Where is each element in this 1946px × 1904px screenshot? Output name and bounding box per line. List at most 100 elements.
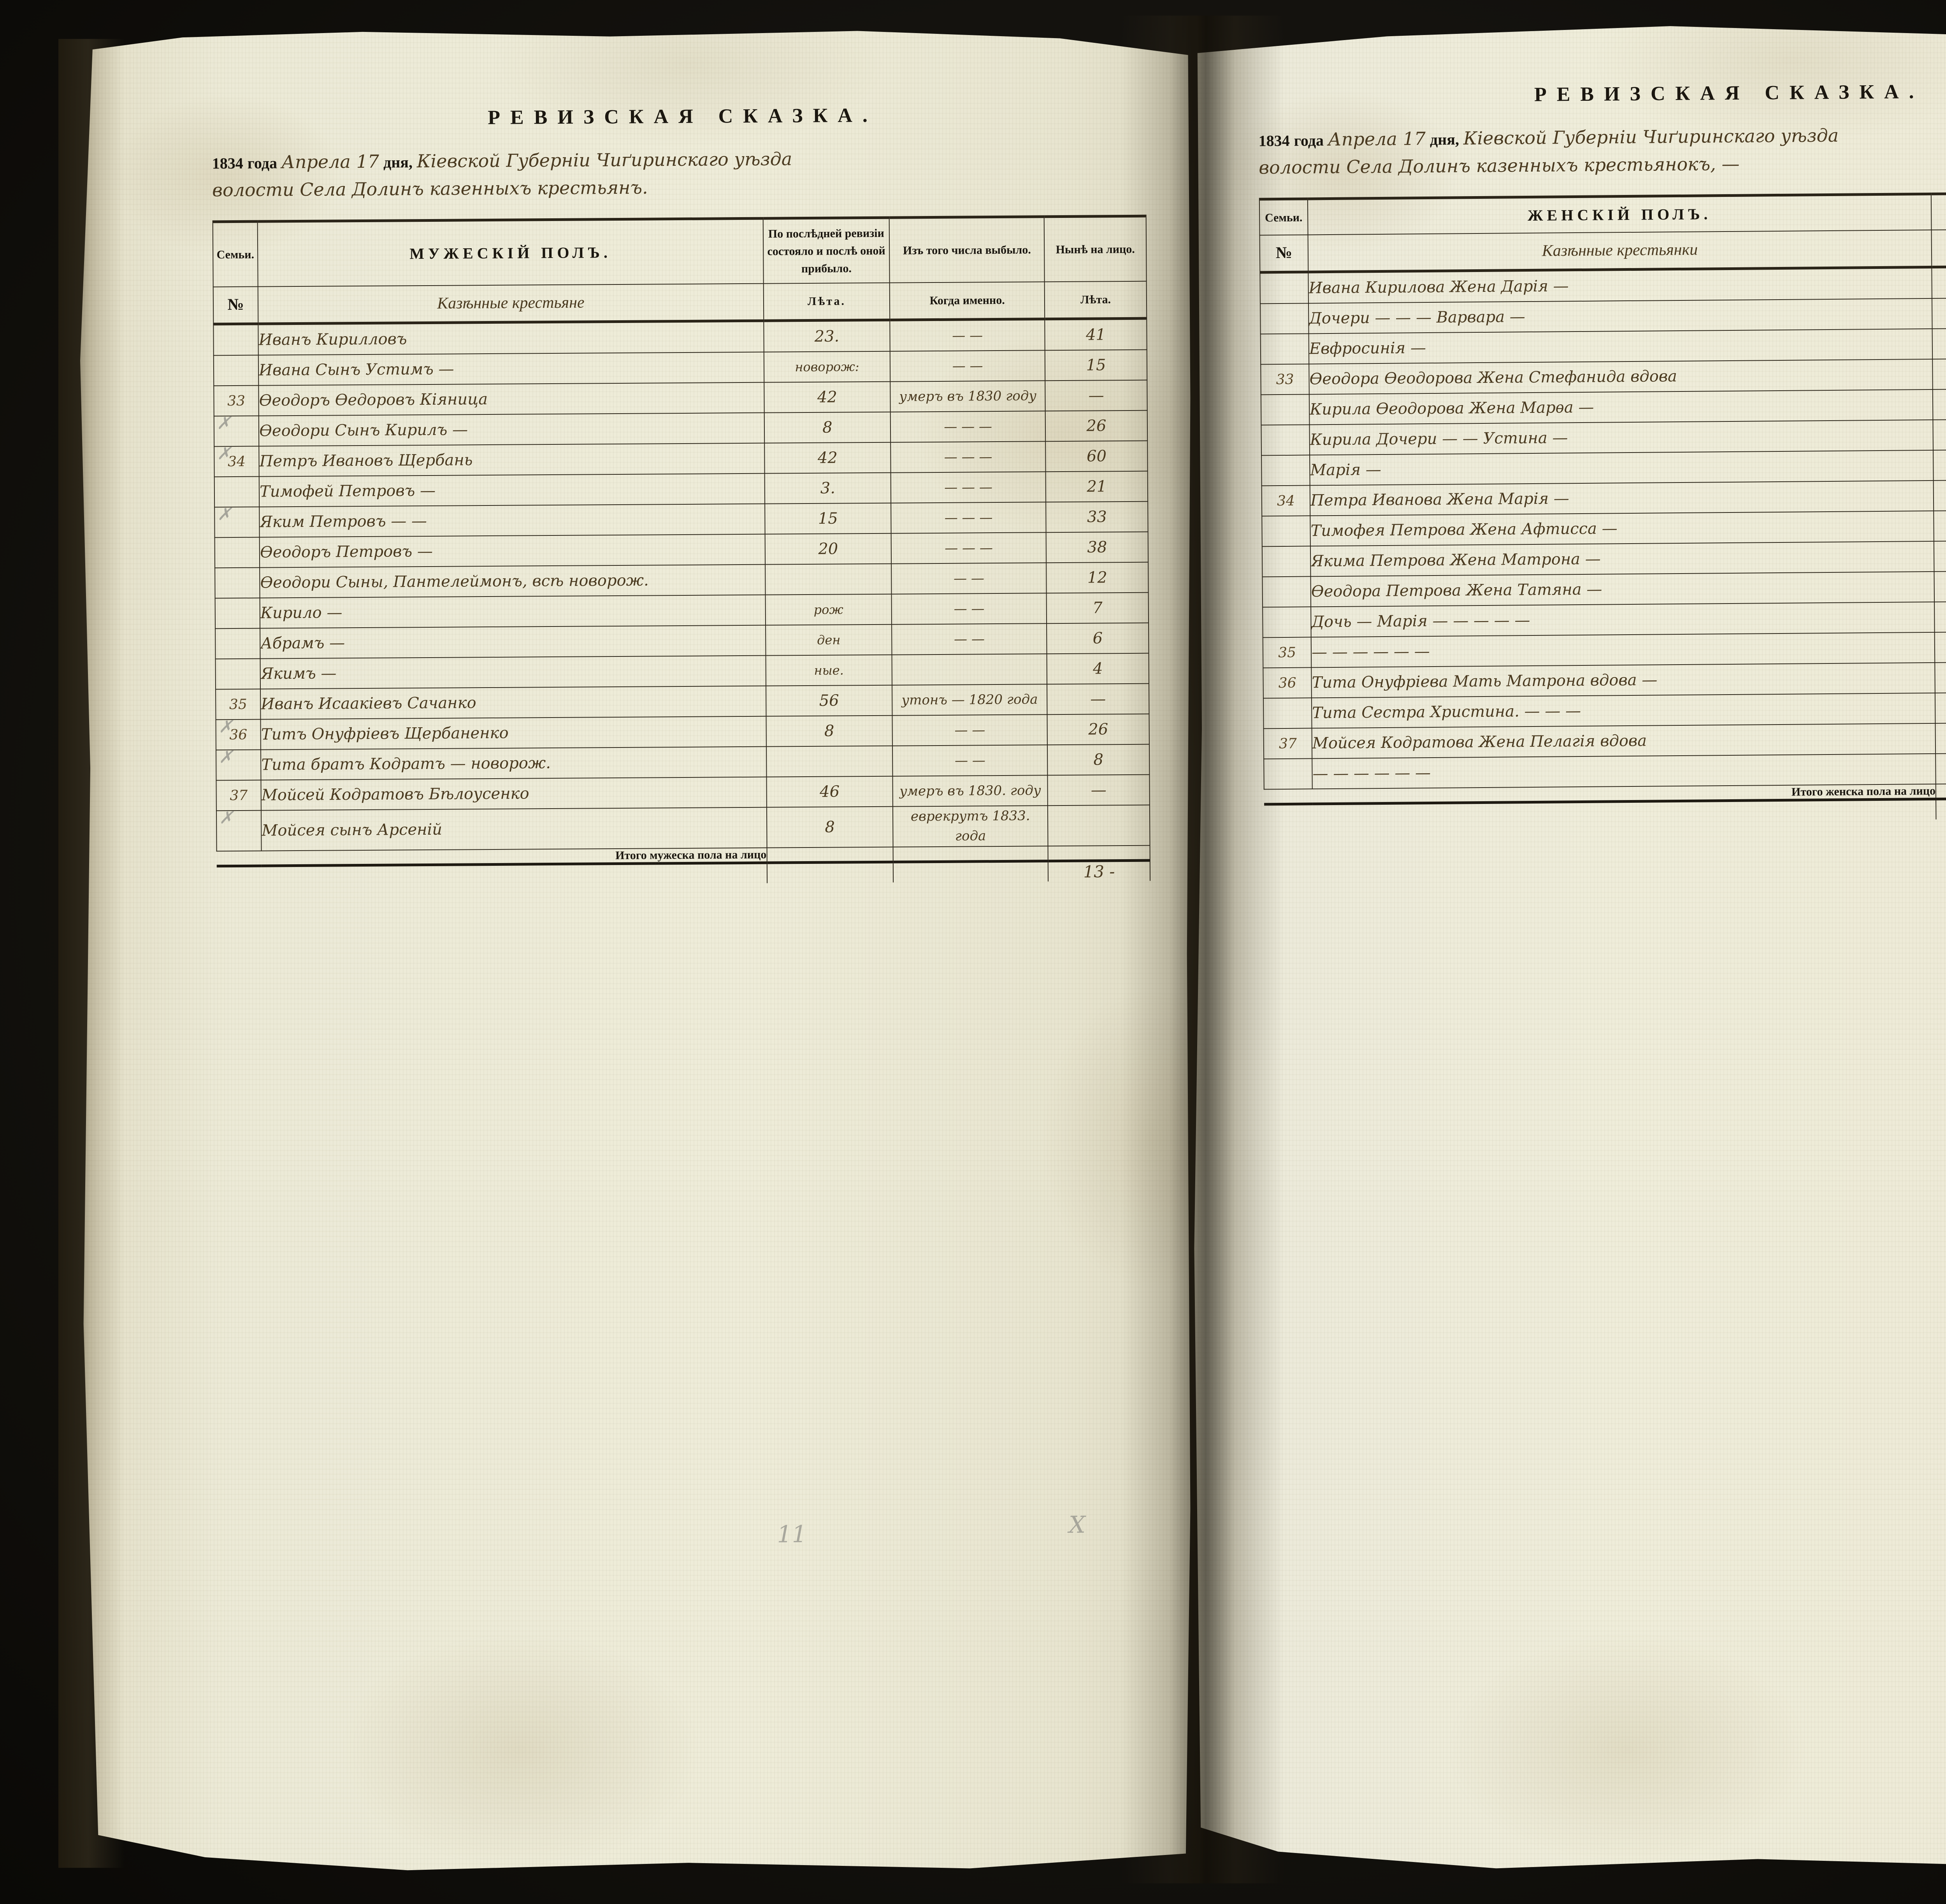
preamble-place2-r: волости Села Долинъ казенныхъ крестьянок… <box>1259 153 1740 178</box>
temporary-absence-cell <box>1935 722 1946 754</box>
th-family: Семьи. <box>213 221 258 287</box>
prev-revision-age-cell: 23. <box>763 320 890 352</box>
male-header-row: Семьи. МУЖЕСКІЙ ПОЛЪ. По послѣдней ревиз… <box>213 216 1147 287</box>
present-age-cell: 26 <box>1047 714 1149 745</box>
family-number-cell <box>1263 607 1311 638</box>
pencil-tally-male-prev: 11 <box>777 1521 807 1548</box>
family-number-cell <box>1262 546 1311 577</box>
family-number-cell <box>1260 272 1309 304</box>
present-age-cell: 60 <box>1045 440 1148 472</box>
present-age-cell: 6 <box>1047 623 1149 654</box>
person-name-cell: Иванъ Исаакіевъ Сачанко <box>260 686 766 719</box>
family-number-cell <box>215 598 260 629</box>
person-name-cell: Кирила Ѳеодорова Жена Марѳа — <box>1309 389 1933 425</box>
person-name-cell: Тимофея Петрова Жена Афтисса — <box>1310 511 1934 546</box>
th-sex-f: ЖЕНСКІЙ ПОЛЪ. <box>1307 194 1932 235</box>
temporary-absence-cell: — — <box>1933 449 1946 481</box>
prev-revision-age-cell <box>765 563 892 595</box>
temporary-absence-cell: — — <box>1935 752 1946 784</box>
present-age-cell <box>1048 805 1150 846</box>
person-name-cell: Ѳеодори Сыны, Пантелеймонъ, всѣ новорож. <box>260 564 766 598</box>
family-number-cell <box>214 507 260 538</box>
sub-sex: Казѣнные крестьяне <box>258 283 764 324</box>
temporary-absence-cell: — — <box>1935 691 1946 723</box>
table-row: Ивана Сынъ Устимъ — новорож: — —15 <box>213 349 1147 386</box>
prev-revision-age-cell: ден <box>765 624 892 656</box>
person-name-cell: — — — — — — <box>1312 753 1936 789</box>
temporary-absence-cell: — — <box>1934 600 1946 632</box>
person-name-cell: Кирила Дочери — — Устина — <box>1309 419 1934 455</box>
table-row: Абрамъ — ден — —6 <box>215 623 1149 659</box>
person-name-cell: Ѳеодора Ѳеодорова Жена Стефанида вдова <box>1309 359 1933 395</box>
sub-prev: Лѣта. <box>763 283 890 321</box>
male-total-value: 13 - <box>1048 860 1150 882</box>
temporary-absence-cell: — <box>1932 358 1946 390</box>
male-total-present-cell <box>1048 845 1150 861</box>
person-name-cell: Дочь — Марія — — — — — <box>1311 602 1935 637</box>
male-total-spacer <box>217 863 767 886</box>
female-table-body: Ивана Кирилова Жена Дарія —— — —35Дочери… <box>1260 265 1946 790</box>
th-prev: По послѣдней ревизіи состояло и послѣ он… <box>763 218 890 284</box>
family-number-cell: 36 ✗ <box>216 719 261 767</box>
left-page-preamble: 1834 года Апрела 17 дня, Кіевской Губерн… <box>212 143 1147 207</box>
person-name-cell: Титъ Онуфріевъ Щербаненко <box>260 716 766 750</box>
th-present: Нынѣ на лицо. <box>1044 216 1147 282</box>
male-total-spacer3 <box>893 861 1049 883</box>
family-number-cell <box>213 324 258 356</box>
sub-sex-f: Казѣнные крестьянки <box>1308 230 1932 272</box>
sub-family: № <box>213 286 258 324</box>
prev-revision-age-cell: ные. <box>766 655 892 686</box>
temporary-absence-cell: — — <box>1933 418 1946 450</box>
present-age-cell: 38 <box>1046 532 1149 563</box>
family-number-cell <box>1260 333 1309 365</box>
table-row: Иванъ Кирилловъ 23. — —41 <box>213 318 1147 356</box>
table-row: Мойсея сынъ Арсеній 8 еврекрутъ 1833. года <box>216 805 1150 851</box>
person-name-cell: Тита Сестра Христина. — — — <box>1311 693 1935 728</box>
person-name-cell: — — — — — — <box>1311 632 1935 668</box>
temporary-absence-cell: — — <box>1933 479 1946 511</box>
person-name-cell: Мойсея Кодратова Жена Пелагія вдова <box>1312 723 1936 759</box>
prev-revision-age-cell: 42 <box>764 442 891 474</box>
prev-revision-age-cell: 8 <box>764 412 891 443</box>
person-name-cell: Петра Иванова Жена Марія — <box>1310 480 1934 516</box>
open-book: РЕВИЗСКАЯ СКАЗКА. 1834 года Апрела 17 дн… <box>47 16 1946 1883</box>
preamble-goda-r: года <box>1294 132 1324 149</box>
preamble-place2: волости Села Долинъ казенныхъ крестьянъ. <box>212 177 648 201</box>
male-total-prev-cell <box>767 847 894 863</box>
person-name-cell: Яким Петровъ — — <box>259 504 765 537</box>
person-name-cell: Ѳеодори Сынъ Кирилъ — <box>258 412 764 446</box>
prev-revision-age-cell: 20 <box>765 533 892 565</box>
person-name-cell: Ѳеодора Петрова Жена Татяна — <box>1310 571 1935 607</box>
table-row: ✗ Тимофей Петровъ —3. — — —21 <box>214 471 1148 524</box>
person-name-cell: Ѳеодоръ Петровъ — <box>259 534 765 568</box>
present-age-cell: 12 <box>1046 562 1149 593</box>
present-age-cell: 7 <box>1046 592 1149 624</box>
temporary-absence-cell: — — <box>1932 297 1946 329</box>
family-number-cell <box>216 749 261 781</box>
preamble-place-r: Кіевской Губерніи Чиґиринскаго уѣзда <box>1463 125 1839 149</box>
family-number-cell: 37 ✗ <box>216 780 262 828</box>
table-row: Тита братъ Кодратъ — новорож. — —8 <box>216 744 1150 781</box>
prev-revision-age-cell: новорож: <box>764 351 890 383</box>
temporary-absence-cell: — — <box>1934 509 1946 541</box>
present-age-cell: 8 <box>1047 744 1150 776</box>
family-number-cell <box>1263 698 1312 729</box>
temporary-absence-cell: — — <box>1935 661 1946 693</box>
sub-family-f: № <box>1259 235 1308 272</box>
present-age-cell: 15 <box>1045 349 1147 381</box>
preamble-dnya: дня, <box>383 153 413 171</box>
table-row: 37 ✗ Мойсей Кодратовъ Бѣлоусенко 46 умеръ въ… <box>216 774 1150 828</box>
family-number-cell: 36 <box>1263 667 1312 698</box>
preamble-year: 1834 <box>212 154 243 172</box>
preamble-place: Кіевской Губерніи Чиґиринскаго уѣзда <box>416 148 792 172</box>
person-name-cell: Марія — <box>1310 450 1934 486</box>
present-age-cell: 26 <box>1045 410 1148 442</box>
person-name-cell: Мойсей Кодратовъ Бѣлоусенко <box>261 777 767 811</box>
male-total-spacer2 <box>767 862 894 883</box>
sub-departed: Когда именно. <box>889 282 1045 320</box>
family-number-cell: 35 <box>1263 637 1312 668</box>
preamble-dnya-r: дня, <box>1430 130 1460 148</box>
table-row: Кирило — рож — —7 <box>215 592 1149 629</box>
departure-note-cell: — — <box>890 319 1045 351</box>
table-row: ✗ Ѳеодори Сынъ Кирилъ —8— — —26 <box>214 410 1148 463</box>
